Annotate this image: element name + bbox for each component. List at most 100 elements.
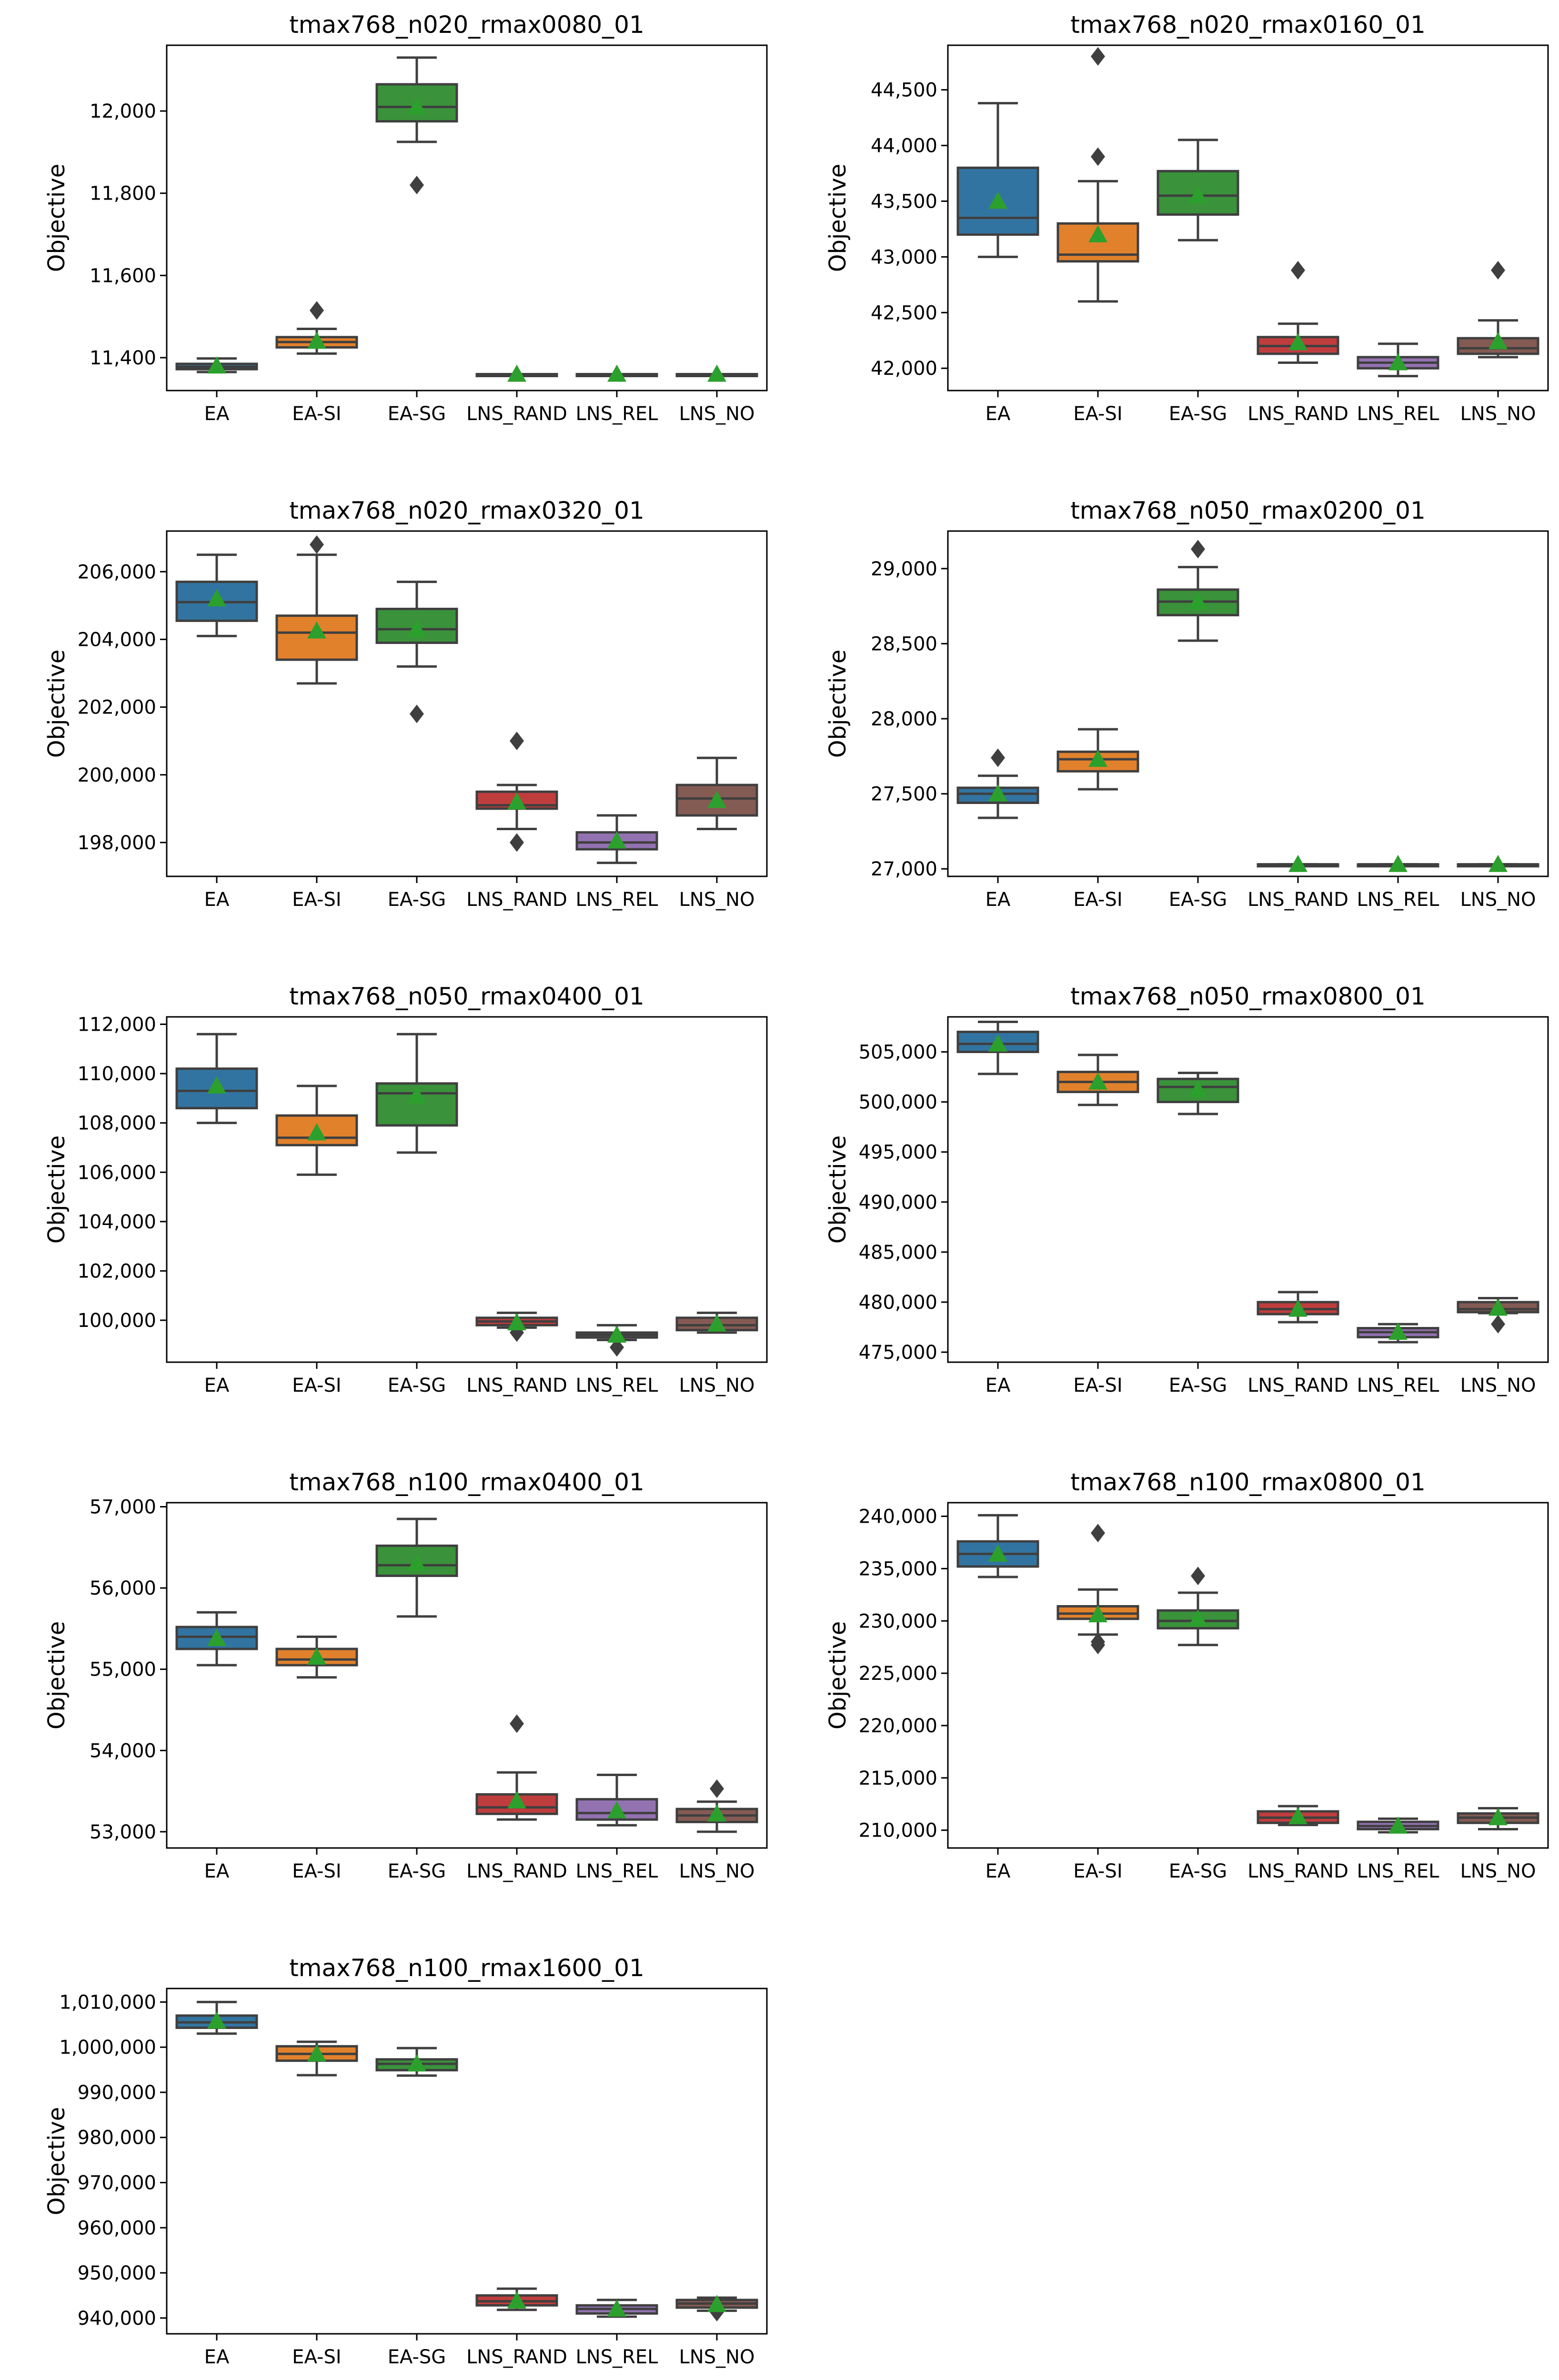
outlier-point <box>1091 147 1105 166</box>
outlier-point <box>1291 261 1305 280</box>
outlier-point <box>310 535 324 554</box>
panel-title: tmax768_n020_rmax0320_01 <box>289 497 644 524</box>
mean-marker <box>307 1123 326 1141</box>
mean-marker <box>1288 333 1308 351</box>
mean-marker <box>1188 1080 1207 1098</box>
mean-marker <box>1288 854 1308 872</box>
y-tick-label: 102,000 <box>78 1260 156 1282</box>
box-EA <box>175 2000 258 2035</box>
x-tick-label: EA-SG <box>1169 403 1227 425</box>
y-tick-label: 480,000 <box>859 1292 937 1314</box>
box-LNS_RAND <box>1257 261 1339 364</box>
mean-marker <box>707 1314 726 1332</box>
y-axis-label: Objective <box>825 1621 851 1730</box>
x-tick-label: EA <box>204 889 230 911</box>
box-LNS_NO <box>1457 854 1539 872</box>
y-tick-label: 490,000 <box>859 1192 937 1214</box>
y-tick-label: 106,000 <box>78 1162 156 1184</box>
mean-marker <box>1388 1322 1408 1340</box>
x-tick-label: LNS_RAND <box>1247 403 1348 425</box>
box-LNS_NO <box>675 756 758 830</box>
plot-frame <box>166 44 768 392</box>
y-tick-label: 12,000 <box>90 100 156 122</box>
y-tick-label: 42,000 <box>871 358 937 380</box>
outlier-point <box>510 1714 524 1733</box>
box-LNS_NO <box>1457 1297 1539 1334</box>
outlier-point <box>991 748 1005 767</box>
y-tick-label: 200,000 <box>78 764 156 786</box>
x-tick-label: LNS_NO <box>679 889 754 911</box>
mean-marker <box>1489 332 1508 350</box>
box-EA <box>175 356 258 374</box>
box-EA-SG <box>1157 1567 1239 1647</box>
box-LNS_REL <box>575 814 658 864</box>
box-EA-SG <box>375 1033 458 1154</box>
mean-marker <box>707 791 726 808</box>
mean-marker <box>607 831 626 849</box>
x-tick-label: EA-SG <box>388 2346 446 2368</box>
plot-frame <box>947 530 1549 877</box>
y-tick-label: 495,000 <box>859 1142 937 1164</box>
box-LNS_REL <box>575 1773 658 1827</box>
plot-frame <box>947 44 1549 392</box>
y-tick-label: 28,500 <box>871 633 937 655</box>
mean-marker <box>207 1628 226 1646</box>
box-LNS_NO <box>675 2295 758 2322</box>
mean-marker <box>1088 1072 1107 1090</box>
mean-marker <box>1388 854 1408 872</box>
x-tick-label: LNS_NO <box>1460 1860 1536 1882</box>
box-EA-SI <box>1056 47 1139 303</box>
box-EA <box>175 553 258 637</box>
mean-marker <box>1489 1808 1508 1826</box>
y-tick-label: 11,800 <box>90 183 156 205</box>
x-tick-label: LNS_NO <box>679 403 754 425</box>
box-LNS_REL <box>1357 1322 1439 1344</box>
box-EA <box>956 1514 1039 1578</box>
x-tick-label: EA-SI <box>292 889 341 911</box>
box-EA-SG <box>1157 1072 1239 1115</box>
y-tick-label: 505,000 <box>859 1042 937 1064</box>
box-EA-SG <box>1157 139 1239 241</box>
panel-title: tmax768_n020_rmax0080_01 <box>289 11 644 39</box>
mean-marker <box>507 364 526 382</box>
plot-frame <box>166 1502 768 1849</box>
box-LNS_RAND <box>475 1311 558 1342</box>
mean-marker <box>307 331 326 349</box>
panel-2: tmax768_n020_rmax0160_01 42,000 42,500 43,0… <box>825 11 1549 425</box>
x-tick-label: EA-SG <box>388 1860 446 1882</box>
y-tick-label: 56,000 <box>90 1577 156 1599</box>
panel-7: tmax768_n100_rmax0400_01 53,000 54,000 55,0… <box>43 1468 768 1882</box>
box-LNS_NO <box>675 364 758 382</box>
y-tick-label: 29,000 <box>871 558 937 580</box>
panel-title: tmax768_n100_rmax0400_01 <box>289 1468 644 1496</box>
y-axis-label: Objective <box>825 650 851 758</box>
box-LNS_NO <box>675 1311 758 1334</box>
x-tick-label: EA-SI <box>1073 403 1122 425</box>
box-LNS_REL <box>575 2299 658 2318</box>
y-axis-label: Objective <box>43 1621 70 1730</box>
x-tick-label: LNS_REL <box>576 403 659 425</box>
outlier-point <box>1091 1636 1105 1655</box>
outlier-point <box>1491 1315 1505 1334</box>
x-tick-label: LNS_NO <box>679 2346 754 2368</box>
y-tick-label: 27,000 <box>871 858 937 880</box>
x-tick-label: LNS_NO <box>1460 403 1536 425</box>
y-tick-label: 960,000 <box>78 2217 156 2239</box>
mean-marker <box>1188 186 1207 203</box>
mean-marker <box>607 364 626 382</box>
x-tick-label: LNS_REL <box>576 889 659 911</box>
outlier-point <box>1091 1524 1105 1543</box>
mean-marker <box>307 2044 326 2062</box>
y-tick-label: 950,000 <box>78 2262 156 2284</box>
mean-marker <box>507 1313 526 1331</box>
mean-marker <box>207 589 226 607</box>
x-tick-label: LNS_REL <box>576 1860 659 1882</box>
box-LNS_NO <box>675 1779 758 1833</box>
x-tick-label: LNS_REL <box>576 2346 659 2368</box>
mean-marker <box>307 1647 326 1665</box>
panel-5: tmax768_n050_rmax0400_01 100,000 102,000 10… <box>43 983 768 1396</box>
x-tick-label: EA-SI <box>1073 1375 1122 1396</box>
y-tick-label: 42,500 <box>871 302 937 324</box>
y-tick-label: 235,000 <box>859 1558 937 1580</box>
mean-marker <box>607 1801 626 1818</box>
